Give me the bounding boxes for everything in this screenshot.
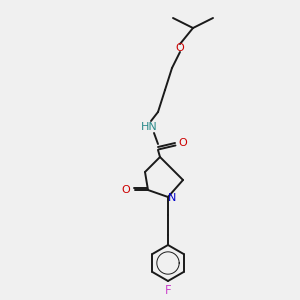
Text: F: F xyxy=(165,284,171,296)
Text: N: N xyxy=(168,193,176,203)
Text: HN: HN xyxy=(141,122,158,132)
Text: O: O xyxy=(122,185,130,195)
Text: O: O xyxy=(178,138,188,148)
Text: O: O xyxy=(176,43,184,53)
